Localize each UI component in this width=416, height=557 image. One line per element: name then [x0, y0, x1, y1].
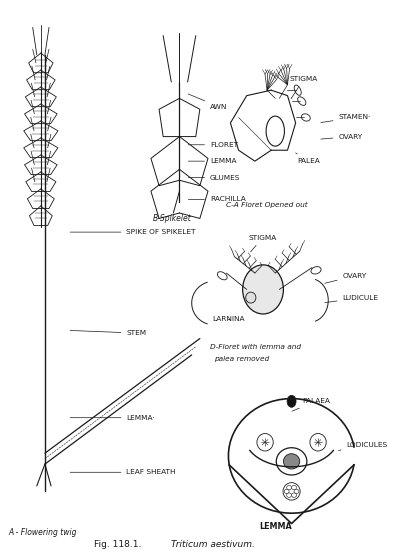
Text: STAMEN·: STAMEN· [321, 115, 371, 123]
Ellipse shape [246, 292, 256, 303]
Ellipse shape [283, 483, 300, 500]
Text: LODICULES: LODICULES [339, 442, 388, 451]
Ellipse shape [287, 395, 296, 407]
Text: LUDICULE: LUDICULE [325, 295, 379, 302]
Text: palea removed: palea removed [214, 356, 269, 362]
Text: LARNINA: LARNINA [212, 316, 245, 323]
Text: GLUMES: GLUMES [188, 174, 240, 180]
Ellipse shape [292, 485, 297, 490]
Text: RACHILLA: RACHILLA [188, 197, 246, 202]
Ellipse shape [310, 433, 326, 451]
Text: LEMMA: LEMMA [188, 158, 237, 164]
Text: LEAF SHEATH: LEAF SHEATH [70, 470, 176, 475]
Text: PALAEA: PALAEA [292, 398, 329, 411]
Text: FLORET: FLORET [188, 142, 238, 148]
Text: AWN: AWN [188, 94, 228, 110]
Ellipse shape [284, 489, 289, 494]
Text: STEM: STEM [70, 330, 146, 336]
Text: OVARY: OVARY [325, 273, 367, 284]
Text: B-Spikelet: B-Spikelet [153, 214, 192, 223]
Text: LEMMA·: LEMMA· [70, 415, 155, 421]
Text: Triticum aestivum.: Triticum aestivum. [171, 540, 255, 549]
Ellipse shape [287, 493, 292, 497]
Ellipse shape [287, 485, 292, 490]
Text: A - Flowering twig: A - Flowering twig [8, 528, 77, 537]
Ellipse shape [283, 454, 300, 469]
Text: STIGMA: STIGMA [290, 76, 318, 99]
Ellipse shape [243, 265, 283, 314]
Text: C-A Floret Opened out: C-A Floret Opened out [226, 202, 308, 208]
Ellipse shape [276, 448, 307, 475]
Text: OVARY: OVARY [321, 134, 363, 140]
Text: STIGMA: STIGMA [249, 234, 277, 252]
Text: PALEA: PALEA [296, 153, 320, 164]
Text: SPIKE OF SPIKELET: SPIKE OF SPIKELET [70, 229, 196, 235]
Text: LEMMA: LEMMA [259, 522, 292, 531]
Text: Fig. 118.1.: Fig. 118.1. [94, 540, 144, 549]
Ellipse shape [294, 489, 299, 494]
Ellipse shape [292, 493, 297, 497]
Text: D-Floret with lemma and: D-Floret with lemma and [210, 344, 301, 350]
Ellipse shape [257, 433, 273, 451]
